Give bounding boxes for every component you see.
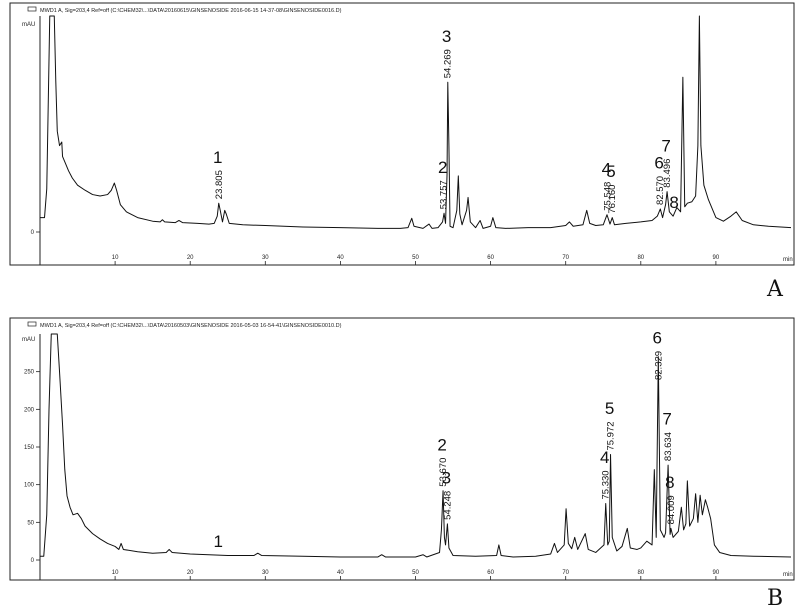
legend-swatch <box>27 6 37 12</box>
peak-number: 8 <box>665 473 674 492</box>
legend-text: MWD1 A, Sig=203,4 Ref=off (C:\CHEM32\...… <box>40 323 342 329</box>
peak-retention-time: 75.330 <box>601 470 612 499</box>
plot-frame <box>9 2 795 266</box>
y-axis-label: mAU <box>22 22 35 28</box>
peak-number: 1 <box>213 148 222 167</box>
y-tick-label: 200 <box>24 407 35 413</box>
x-axis-unit: min <box>783 257 793 263</box>
x-tick-label: 90 <box>713 570 720 576</box>
peak-number: 8 <box>669 193 678 212</box>
x-tick-label: 70 <box>562 570 569 576</box>
x-tick-label: 80 <box>637 255 644 261</box>
x-tick-label: 70 <box>562 255 569 261</box>
peak-retention-time: 83.496 <box>662 159 673 188</box>
peak-number: 5 <box>606 162 615 181</box>
x-tick-label: 20 <box>187 255 194 261</box>
peak-retention-time: 76.160 <box>607 185 618 214</box>
x-tick-label: 40 <box>337 570 344 576</box>
peak-retention-time: 53.670 <box>438 458 449 487</box>
peak-retention-time: 23.805 <box>214 170 225 199</box>
peak-number: 4 <box>602 159 611 178</box>
legend-text: MWD1 A, Sig=203,4 Ref=off (C:\CHEM32\...… <box>40 8 342 14</box>
legend-swatch <box>27 321 37 327</box>
y-tick-label: 50 <box>27 520 34 526</box>
peak-retention-time: 75.972 <box>606 421 617 450</box>
peak-number: 4 <box>600 448 609 467</box>
peak-number: 3 <box>442 27 451 46</box>
peak-number: 3 <box>442 468 451 487</box>
x-tick-label: 60 <box>487 570 494 576</box>
peak-number: 7 <box>662 410 671 429</box>
x-axis-unit: min <box>783 572 793 578</box>
peak-number: 6 <box>653 329 662 348</box>
x-tick-label: 10 <box>112 570 119 576</box>
y-tick-label: 100 <box>24 483 35 489</box>
peak-retention-time: 83.634 <box>663 432 674 461</box>
x-tick-label: 30 <box>262 255 269 261</box>
peak-number: 2 <box>438 158 447 177</box>
chromatogram-panel-a: MWD1 A, Sig=203,4 Ref=off (C:\CHEM32\...… <box>9 2 795 302</box>
x-tick-label: 80 <box>637 570 644 576</box>
x-tick-label: 30 <box>262 570 269 576</box>
peak-retention-time: 54.269 <box>443 49 454 78</box>
plot-frame <box>9 317 795 581</box>
x-tick-label: 10 <box>112 255 119 261</box>
x-tick-label: 50 <box>412 255 419 261</box>
peak-retention-time: 84.009 <box>666 495 677 524</box>
peak-retention-time: 53.757 <box>439 180 450 209</box>
peak-retention-time: 75.548 <box>602 182 613 211</box>
chromatogram-trace <box>40 15 792 229</box>
panel-letter: B <box>767 586 783 611</box>
x-tick-label: 20 <box>187 570 194 576</box>
peak-number: 5 <box>605 399 614 418</box>
peak-retention-time: 82.329 <box>653 351 664 380</box>
chromatogram-trace <box>40 333 792 558</box>
y-tick-label: 150 <box>24 445 35 451</box>
peak-number: 7 <box>661 136 670 155</box>
y-tick-label: 250 <box>24 370 35 376</box>
chromatogram-panel-b: MWD1 A, Sig=203,4 Ref=off (C:\CHEM32\...… <box>9 317 795 611</box>
y-tick-label: 0 <box>31 558 35 564</box>
x-tick-label: 90 <box>713 255 720 261</box>
peak-retention-time: 54.248 <box>442 491 453 520</box>
peak-number: 2 <box>437 435 446 454</box>
x-tick-label: 60 <box>487 255 494 261</box>
y-tick-label: 0 <box>31 230 35 236</box>
x-tick-label: 40 <box>337 255 344 261</box>
peak-number: 6 <box>654 154 663 173</box>
peak-number: 1 <box>214 532 223 551</box>
x-tick-label: 50 <box>412 570 419 576</box>
y-axis-label: mAU <box>22 337 35 343</box>
panel-letter: A <box>766 277 784 302</box>
peak-retention-time: 82.570 <box>655 176 666 205</box>
